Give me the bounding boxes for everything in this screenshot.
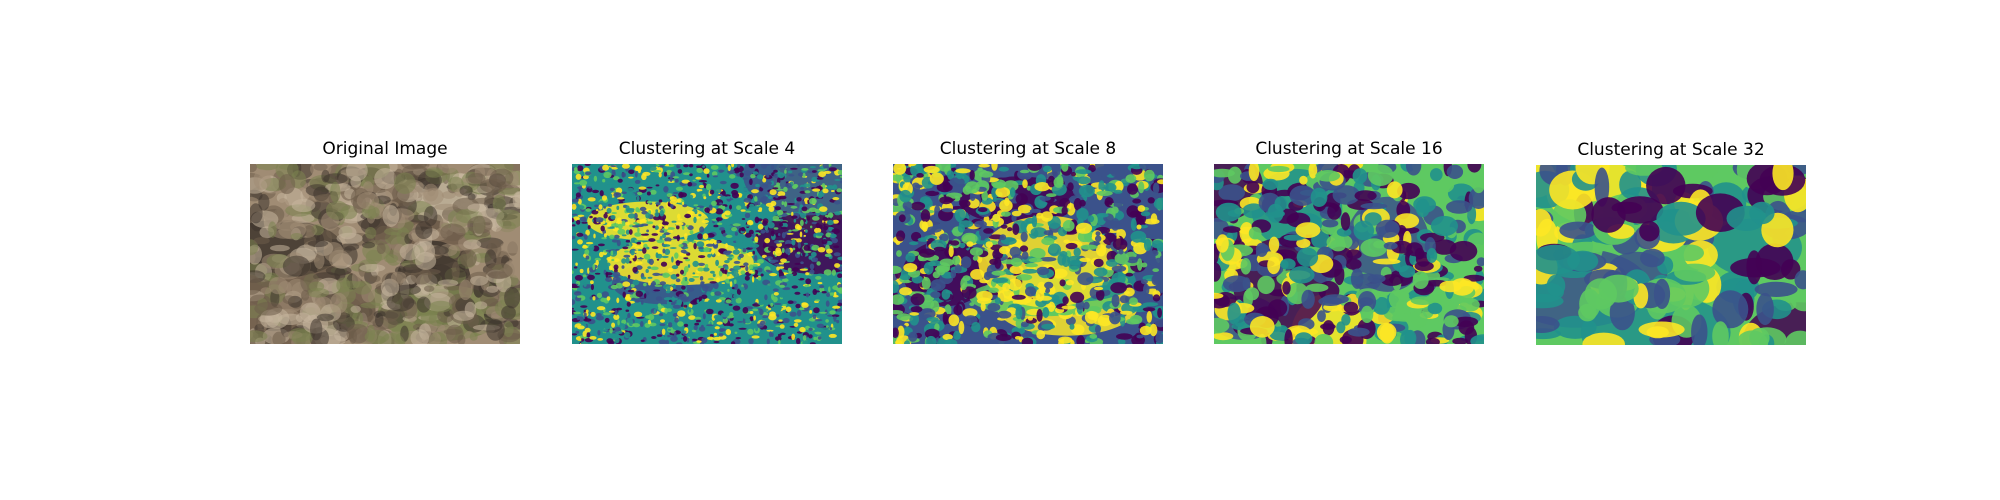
- cluster-map-scale-4: [572, 164, 842, 344]
- panel-clustering-scale-8: Clustering at Scale 8: [893, 139, 1163, 344]
- cluster-map-scale-32: [1536, 165, 1806, 345]
- panel-clustering-scale-16: Clustering at Scale 16: [1214, 139, 1484, 344]
- panel-title: Original Image: [322, 139, 448, 159]
- panel-title: Clustering at Scale 8: [939, 139, 1117, 159]
- panel-title: Clustering at Scale 16: [1255, 139, 1443, 159]
- cluster-map-scale-8: [893, 164, 1163, 344]
- panel-title: Clustering at Scale 32: [1577, 140, 1765, 160]
- panel-clustering-scale-4: Clustering at Scale 4: [572, 139, 842, 344]
- panel-title: Clustering at Scale 4: [618, 139, 796, 159]
- cluster-map-scale-16: [1214, 164, 1484, 344]
- panel-original-image: Original Image: [250, 139, 520, 344]
- original-image: [250, 164, 520, 344]
- panel-clustering-scale-32: Clustering at Scale 32: [1536, 140, 1806, 345]
